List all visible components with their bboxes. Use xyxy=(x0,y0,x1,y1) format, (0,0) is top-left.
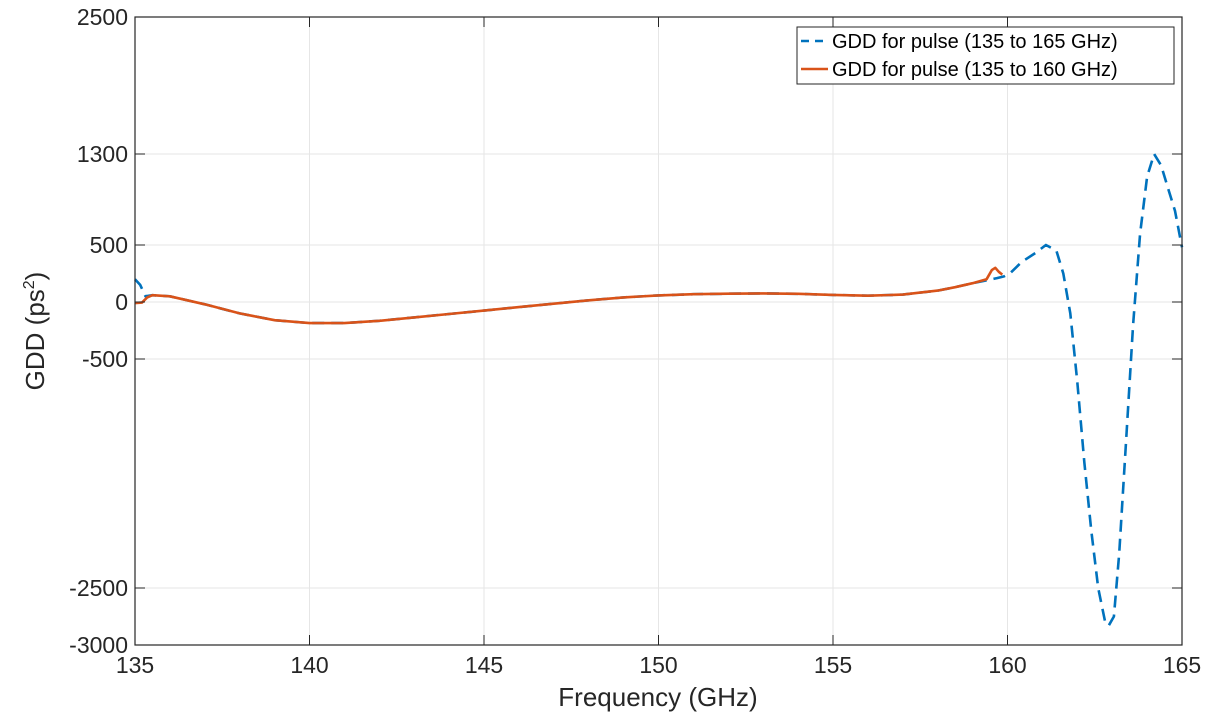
y-tick-label: 1300 xyxy=(77,141,128,167)
y-tick-label: -500 xyxy=(82,346,128,372)
x-tick-label: 140 xyxy=(290,652,328,678)
series-line-orange-solid xyxy=(134,266,1004,325)
y-tick-label: 500 xyxy=(90,232,128,258)
y-tick-label: 0 xyxy=(115,289,128,315)
y-tick-label: -3000 xyxy=(69,632,128,658)
legend-label-blue: GDD for pulse (135 to 165 GHz) xyxy=(832,31,1118,53)
axis-ticks xyxy=(134,16,1183,646)
tick-labels: 135 140 145 150 155 160 165 -3000 -2500 -500 0 500 1… xyxy=(69,4,1201,678)
x-tick-label: 145 xyxy=(465,652,503,678)
x-axis-title: Frequency (GHz) xyxy=(558,682,757,712)
y-axis-title-main: GDD (ps xyxy=(20,289,50,390)
y-tick-label: 2500 xyxy=(77,4,128,30)
y-tick-label: -2500 xyxy=(69,575,128,601)
x-tick-label: 150 xyxy=(639,652,677,678)
x-tick-label: 155 xyxy=(814,652,852,678)
y-axis-title-sup: 2 xyxy=(21,280,38,289)
x-tick-label: 160 xyxy=(988,652,1026,678)
grid-lines xyxy=(134,16,1183,646)
legend-box xyxy=(796,26,1175,85)
legend: GDD for pulse (135 to 165 GHz) GDD for p… xyxy=(796,26,1175,85)
legend-label-orange: GDD for pulse (135 to 160 GHz) xyxy=(832,59,1118,81)
x-tick-label: 165 xyxy=(1163,652,1201,678)
x-tick-label: 135 xyxy=(116,652,154,678)
series-lines xyxy=(134,152,1184,627)
y-axis-title-close: ) xyxy=(20,272,50,281)
y-axis-title: GDD (ps2) xyxy=(20,272,50,391)
